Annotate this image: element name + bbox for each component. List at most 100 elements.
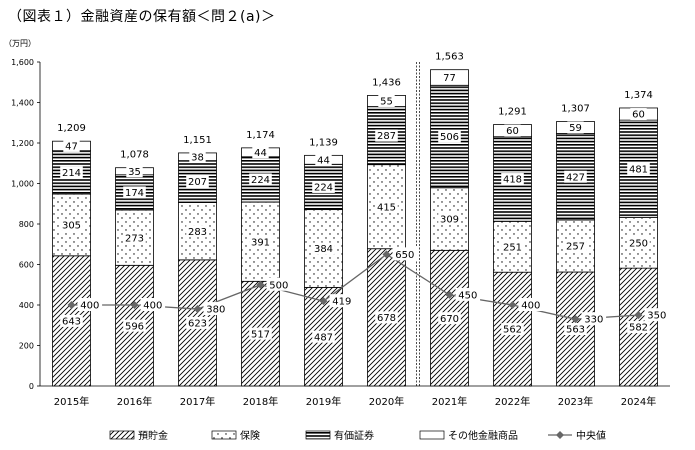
bar-value-label: 517 [251,329,270,340]
x-tick-label: 2019年 [306,395,341,408]
bar-label-bg [630,108,647,121]
bar-total-label: 1,374 [624,90,653,101]
bar-label-bg [438,312,461,325]
median-value-label: 500 [269,280,288,291]
median-value-label: 400 [521,301,540,312]
bar-value-label: 60 [632,110,645,121]
legend-label: 有価証券 [334,429,374,442]
bar-label-bg [501,173,524,186]
bar-value-label: 623 [188,319,207,330]
bar-value-label: 44 [317,155,330,166]
median-label-bg [203,302,229,316]
bar-label-bg [501,240,524,253]
y-tick-label: 1,400 [11,99,34,108]
bar-value-label: 174 [125,188,144,199]
y-tick-label: 1,200 [11,139,34,148]
bar-value-label: 59 [569,123,582,134]
x-tick-label: 2016年 [117,395,152,408]
bar-value-label: 47 [65,142,78,153]
bar-label-bg [63,139,80,152]
bar-label-bg [186,225,209,238]
median-value-label: 330 [584,315,603,326]
median-value-label: 400 [80,301,99,312]
y-axis-unit: （万円） [4,39,36,48]
bar-total-label: 1,307 [561,104,590,115]
bar-value-label: 309 [440,215,459,226]
bar-value-label: 224 [251,175,270,186]
bar-segment [367,164,406,250]
median-value-label: 419 [332,297,351,308]
chart-title: （図表１）金融資産の保有額＜問２(a)＞ [8,9,276,25]
bar-label-bg [249,173,272,186]
x-tick-label: 2022年 [495,395,530,408]
median-point [634,311,643,320]
bar-label-bg [375,200,398,213]
bar-value-label: 582 [629,323,648,334]
bar-value-label: 60 [506,126,519,137]
bar-label-bg [123,186,146,199]
bar-value-label: 250 [629,238,648,249]
bar-value-label: 224 [314,183,333,194]
bar-label-bg [564,170,587,183]
bar-label-bg [375,129,398,142]
bar-label-bg [60,314,83,327]
median-label-bg [140,298,166,311]
bar-label-bg [60,218,83,231]
bar-value-label: 562 [503,325,522,336]
bar-value-label: 44 [254,148,267,159]
bar-total-label: 1,174 [246,130,275,141]
median-point [319,297,328,306]
bar-value-label: 273 [125,233,144,244]
legend-swatch [419,430,445,440]
median-point [67,301,76,309]
bar-label-bg [126,165,143,178]
median-label-bg [77,298,103,311]
y-tick-label: 1,000 [11,180,34,189]
bar-label-bg [249,327,272,340]
bar-value-label: 214 [62,168,81,179]
y-tick-label: 800 [19,220,34,229]
bar-total-label: 1,209 [57,123,86,134]
median-value-label: 350 [647,311,666,322]
bar-total-label: 1,436 [372,77,401,88]
legend-swatch [109,430,135,440]
legend-swatch [211,430,237,440]
median-value-label: 450 [458,290,477,301]
bar-value-label: 55 [380,97,393,108]
bar-value-label: 487 [314,332,333,343]
median-point [130,301,139,309]
median-label-bg [581,312,607,326]
bar-value-label: 643 [62,316,81,327]
bar-value-label: 481 [629,164,648,175]
bar-value-label: 391 [251,237,270,248]
bar-label-bg [438,213,461,226]
bar-value-label: 418 [503,175,522,186]
bar-value-label: 563 [566,325,585,336]
bar-label-bg [315,153,332,166]
x-tick-label: 2018年 [243,395,278,408]
bar-label-bg [627,162,650,175]
legend-label: その他金融商品 [448,429,518,442]
bar-value-label: 38 [191,152,204,163]
bar-label-bg [501,323,524,336]
y-tick-label: 400 [19,301,34,310]
legend-marker [556,431,564,439]
median-label-bg [392,247,418,261]
bar-value-label: 506 [440,132,459,143]
x-tick-label: 2021年 [432,395,467,408]
bar-value-label: 257 [566,242,585,253]
x-tick-label: 2017年 [180,395,215,408]
bar-label-bg [438,130,461,143]
median-value-label: 650 [395,250,414,261]
bar-total-label: 1,078 [120,150,149,161]
median-label-bg [329,294,355,308]
bar-label-bg [60,166,83,179]
bar-label-bg [441,71,458,84]
median-label-bg [266,277,292,291]
bar-label-bg [123,231,146,244]
y-tick-label: 0 [29,382,34,391]
bar-total-label: 1,563 [435,52,464,63]
bar-value-label: 283 [188,227,207,238]
legend-label: 中央値 [576,429,606,442]
bar-label-bg [186,175,209,188]
